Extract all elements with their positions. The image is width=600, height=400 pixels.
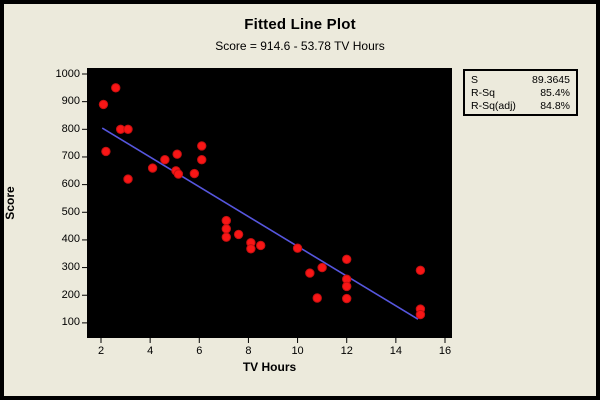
y-tick-label: 600 [61,178,80,191]
legend-row: R-Sq 85.4% [471,87,570,100]
regression-equation: Score = 914.6 - 53.78 TV Hours [215,39,385,53]
x-tick-label: 12 [340,345,353,357]
legend-stat-value: 84.8% [540,100,570,112]
data-point [123,124,133,135]
data-point [292,243,303,253]
data-point [160,155,170,165]
x-tick-label: 8 [245,345,252,357]
x-tick-label: 6 [196,345,203,357]
data-point [342,281,352,292]
data-point [342,293,352,304]
data-point [342,254,352,264]
legend-stat-value: 89.3645 [532,74,570,86]
data-point [197,141,207,151]
y-tick-label: 400 [61,233,80,246]
x-tick-label: 4 [147,345,154,357]
data-point [173,169,184,179]
data-point [197,155,207,165]
legend-stat-value: 85.4% [540,87,570,99]
y-axis-title: Score [3,186,17,220]
data-point [317,262,327,273]
data-point [189,168,200,179]
legend-row: S 89.3645 [471,74,570,87]
y-tick-label: 800 [61,122,80,135]
x-tick-label: 16 [438,345,452,357]
data-point [415,265,426,276]
y-tick-label: 1000 [55,67,80,80]
data-point [147,163,158,173]
y-tick-label: 300 [61,261,80,274]
x-tick-label: 10 [291,345,304,357]
legend-row: R-Sq(adj) 84.8% [471,100,570,113]
data-point [111,83,121,93]
plot-background [87,68,452,338]
x-tick-label: 2 [97,345,105,357]
data-point [101,146,111,157]
y-tick-label: 500 [61,205,80,218]
chart-title: Fitted Line Plot [244,16,356,33]
regression-stats-legend: S 89.3645 R-Sq 85.4% R-Sq(adj) 84.8% [463,69,578,116]
data-point [221,215,232,226]
data-point [312,293,322,303]
data-point [221,224,232,234]
y-tick-label: 700 [61,150,80,163]
data-point [246,244,256,254]
x-axis-title: TV Hours [242,360,297,374]
y-tick-label: 900 [61,95,80,108]
plot-area [82,68,452,343]
data-point [305,268,315,278]
data-point [415,309,426,320]
fitted-line [101,127,419,320]
data-point [221,232,232,242]
data-point [123,174,133,184]
legend-stat-label: S [471,74,479,86]
legend-stat-label: R-Sq [471,87,495,99]
data-point [98,99,109,110]
x-tick-label: 14 [389,345,402,357]
legend-stat-label: R-Sq(adj) [471,100,516,112]
data-point [233,229,244,240]
y-tick-label: 100 [61,316,80,329]
data-point [172,149,182,159]
data-point [256,240,266,251]
y-tick-label: 200 [61,288,80,301]
